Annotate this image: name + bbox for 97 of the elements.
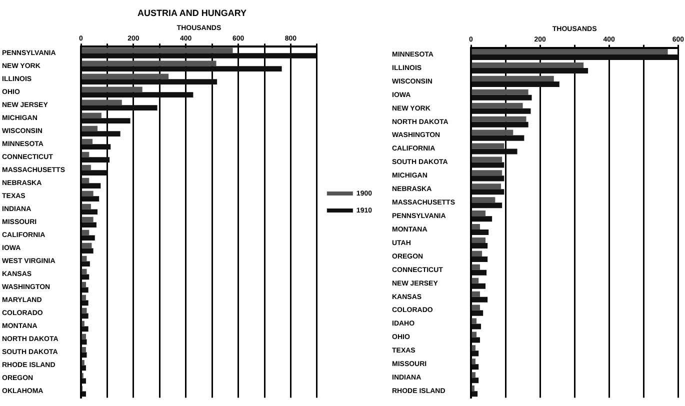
bar	[82, 334, 86, 340]
bar	[82, 183, 101, 189]
bar	[82, 248, 94, 254]
bar	[82, 216, 94, 222]
bar	[82, 190, 94, 196]
bar	[82, 48, 233, 54]
bar	[82, 131, 120, 136]
bar	[472, 202, 502, 208]
bar	[472, 68, 588, 74]
bar	[82, 209, 98, 215]
bar	[472, 216, 492, 222]
bar	[472, 283, 486, 289]
bar	[82, 112, 102, 118]
bar	[472, 156, 502, 162]
bar	[472, 364, 479, 370]
bar	[82, 222, 96, 228]
bar	[472, 378, 479, 384]
bar	[82, 53, 316, 58]
bar	[82, 352, 87, 358]
bar	[82, 204, 91, 210]
bar	[472, 102, 523, 108]
bar	[472, 76, 554, 82]
bar	[472, 372, 476, 378]
bar	[82, 157, 110, 162]
bar	[82, 92, 194, 98]
bar	[472, 135, 524, 141]
bar	[472, 224, 480, 230]
bar	[82, 170, 108, 176]
bar	[472, 237, 486, 243]
bar	[82, 100, 122, 106]
bar	[472, 332, 477, 338]
bar	[472, 242, 488, 249]
bar	[82, 164, 91, 170]
bar	[82, 86, 142, 92]
bar	[472, 130, 514, 136]
bar	[472, 148, 518, 154]
bar	[472, 278, 479, 284]
bar	[472, 304, 480, 310]
bar	[472, 391, 478, 397]
bar	[472, 170, 502, 176]
bar	[82, 74, 169, 80]
bar	[472, 337, 480, 343]
bar	[472, 291, 480, 297]
bar	[82, 242, 92, 248]
bar	[472, 49, 668, 55]
bar	[472, 296, 488, 302]
bar	[82, 360, 84, 366]
bar	[82, 196, 100, 202]
bar	[472, 350, 479, 356]
bar	[472, 256, 488, 262]
bar	[472, 210, 486, 216]
bar	[82, 235, 95, 241]
bar	[472, 345, 476, 351]
bar	[82, 320, 84, 326]
bar	[82, 261, 90, 267]
bar	[472, 197, 496, 203]
bar	[82, 79, 218, 84]
bar	[472, 143, 504, 149]
bar	[472, 122, 528, 128]
bar	[472, 94, 532, 100]
bar	[472, 324, 482, 330]
bar	[82, 126, 98, 132]
bar	[82, 308, 87, 314]
bar	[472, 318, 477, 324]
bar	[82, 326, 88, 332]
bar	[472, 116, 526, 122]
bar	[82, 313, 88, 319]
bar	[472, 162, 504, 168]
bar	[82, 105, 158, 110]
bar	[82, 346, 86, 352]
bar	[472, 184, 502, 190]
bar	[472, 250, 482, 256]
bar	[472, 386, 474, 392]
bar	[82, 66, 282, 72]
bar	[472, 270, 487, 276]
bar	[82, 256, 87, 262]
bar	[472, 108, 531, 114]
bar	[472, 189, 504, 195]
bar	[82, 300, 88, 306]
bar	[472, 81, 560, 87]
chart-title: AUSTRIA AND HUNGARY	[138, 8, 246, 18]
bar	[82, 138, 93, 144]
bar	[472, 54, 678, 60]
bar	[82, 287, 88, 293]
bar	[472, 264, 480, 270]
bar	[472, 176, 504, 182]
bar	[82, 274, 90, 280]
bar	[472, 62, 584, 68]
bar	[82, 118, 130, 124]
bar	[472, 89, 528, 95]
bar	[472, 230, 489, 236]
bar	[82, 268, 87, 274]
bar	[82, 339, 87, 345]
bar	[82, 144, 111, 150]
bar	[472, 310, 484, 316]
bar	[82, 60, 216, 66]
bar	[472, 358, 476, 364]
